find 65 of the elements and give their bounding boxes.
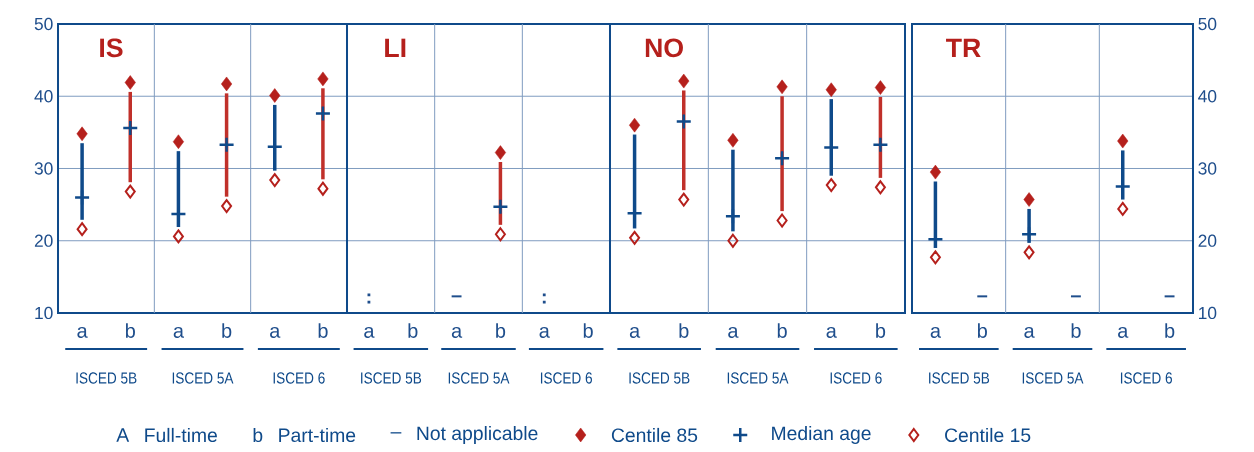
x-tick-label: b (318, 323, 328, 338)
text: ISCED 5B (629, 372, 690, 384)
text: ISCED 6 (830, 372, 882, 384)
text: Not applicable (417, 425, 538, 444)
chart-title: IS (100, 38, 123, 58)
x-tick-label: a (539, 326, 550, 338)
y-tick-label: 50 (1198, 17, 1217, 31)
x-tick-label: a (629, 326, 641, 338)
x-tick-label: a (930, 326, 941, 338)
text: ISCED 5A (1022, 372, 1084, 384)
x-tick-label: b (777, 323, 787, 338)
text: ISCED 5B (361, 372, 422, 384)
x-tick-label: a (1024, 326, 1035, 338)
text: ISCED 6 (1120, 372, 1172, 384)
text: ISCED 6 (273, 372, 325, 384)
chart-title: TR (946, 38, 981, 58)
x-tick-label: a (451, 326, 463, 338)
y-tick-label: 10 (1199, 306, 1217, 320)
legend-label: Centile 85 (611, 427, 698, 443)
legend-label: Median age (772, 425, 871, 444)
x-tick-label: b (1071, 323, 1081, 338)
text: : (367, 293, 371, 304)
x-tick-label: b (496, 323, 506, 338)
text: – (1070, 295, 1081, 298)
text: – (1164, 295, 1175, 298)
text: ISCED 5A (727, 372, 789, 384)
x-tick-label: b (408, 323, 418, 338)
x-tick-label: a (728, 326, 739, 338)
x-tick-label: b (222, 323, 232, 338)
y-tick-label: 30 (1198, 162, 1217, 175)
text: : (542, 293, 546, 304)
x-tick-label: b (977, 323, 987, 338)
chart-title: NO (645, 38, 683, 58)
y-tick-label: 50 (34, 17, 53, 31)
x-tick-label: a (270, 326, 281, 338)
text: ISCED 5A (172, 372, 234, 384)
text: b (253, 427, 263, 443)
text: – (977, 295, 988, 298)
y-tick-label: 10 (35, 306, 53, 320)
chart-title: LI (385, 38, 406, 58)
x-tick-label: b (679, 323, 689, 338)
y-tick-label: 40 (1198, 90, 1217, 103)
x-tick-label: b (583, 323, 593, 338)
y-tick-label: 30 (34, 162, 53, 175)
text: Part-time (279, 427, 356, 443)
text: – (451, 295, 462, 298)
x-tick-label: a (1118, 326, 1129, 338)
text: ISCED 6 (540, 372, 592, 384)
text: A (116, 428, 130, 442)
x-tick-label: a (173, 326, 184, 338)
text: ISCED 5B (76, 372, 137, 384)
legend-label: Centile 15 (945, 427, 1031, 443)
text: ISCED 5A (448, 372, 510, 384)
x-tick-label: a (364, 326, 375, 338)
y-tick-label: 40 (34, 90, 53, 103)
x-tick-label: a (826, 326, 837, 338)
x-tick-label: b (1165, 323, 1175, 338)
text: ISCED 5B (929, 372, 990, 384)
text: – (390, 432, 402, 434)
y-tick-label: 20 (1198, 234, 1217, 247)
x-tick-label: b (125, 323, 135, 338)
x-tick-label: b (876, 323, 886, 338)
text: Full-time (145, 427, 217, 443)
x-tick-label: a (77, 326, 88, 338)
y-tick-label: 20 (34, 234, 53, 247)
